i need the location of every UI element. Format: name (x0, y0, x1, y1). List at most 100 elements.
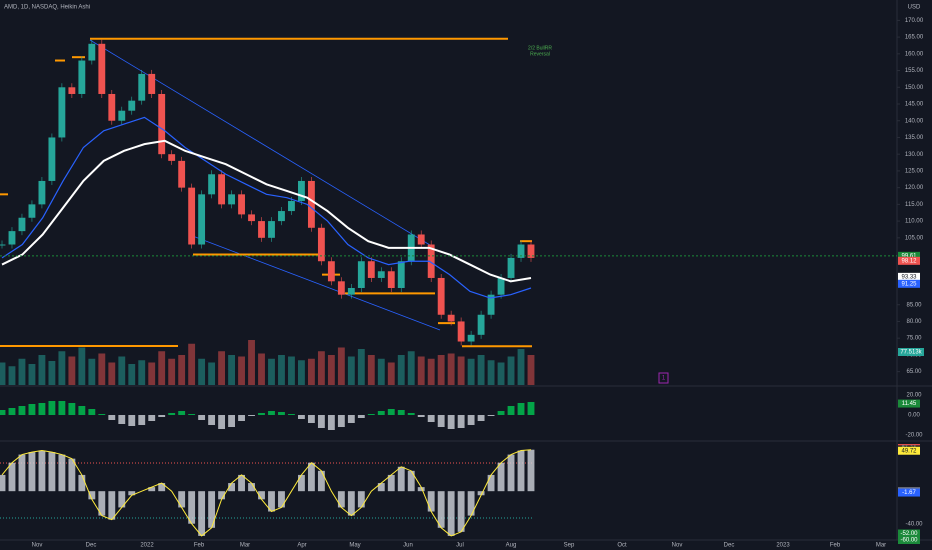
histogram-bar (288, 414, 295, 415)
x-tick-label: 2022 (140, 543, 154, 549)
y-tick-label: 75.00 (906, 336, 922, 342)
histogram-bar (407, 470, 415, 492)
volume-bar (98, 353, 106, 385)
volume-bar (387, 362, 395, 385)
currency: USD (908, 5, 921, 11)
volume-bar (337, 347, 345, 385)
marker[interactable]: 1 (662, 376, 666, 382)
histogram-bar (238, 415, 245, 421)
histogram-bar (298, 474, 305, 492)
histogram-bar (58, 401, 66, 415)
histogram-bar (427, 491, 435, 512)
histogram-bar (457, 415, 465, 428)
candle (48, 137, 56, 181)
x-tick-label: Feb (194, 543, 205, 549)
volume-bar (28, 364, 36, 385)
histogram-bar (88, 491, 96, 500)
histogram-bar (68, 403, 76, 415)
x-tick-label: Jun (403, 543, 413, 549)
candle (98, 43, 106, 94)
volume-bar (8, 366, 16, 385)
histogram-bar (228, 483, 235, 492)
volume-bar (58, 351, 66, 385)
histogram-bar (168, 413, 176, 415)
histogram-bar (18, 406, 26, 415)
histogram-bar (148, 415, 156, 421)
volume-bar (88, 358, 96, 385)
marker-box[interactable] (658, 372, 669, 384)
histogram-bar (58, 454, 66, 492)
histogram-bar (487, 474, 495, 492)
histogram-bar (48, 401, 56, 415)
value-tag (898, 446, 920, 455)
volume-bar (457, 356, 465, 385)
value-tag-label: 49.72 (901, 448, 917, 454)
value-tag-label: -60.00 (900, 538, 918, 544)
volume-bar (467, 358, 475, 385)
histogram-bar (0, 474, 6, 492)
value-tag-label: 11.45 (902, 401, 917, 407)
candle (307, 180, 315, 228)
volume-bar (228, 355, 235, 385)
volume-bar (78, 347, 86, 385)
candle (198, 194, 206, 245)
candle (238, 194, 245, 215)
histogram-bar (467, 415, 475, 425)
histogram-bar (457, 491, 465, 532)
histogram-bar (327, 415, 335, 430)
histogram-bar (0, 410, 6, 415)
histogram-bar (517, 450, 525, 492)
histogram-bar (218, 491, 226, 500)
histogram-bar (78, 406, 86, 415)
histogram-bar (477, 415, 485, 421)
candle (517, 244, 525, 258)
histogram-bar (507, 406, 515, 415)
value-tag (898, 529, 920, 538)
histogram-bar (317, 470, 325, 492)
histogram-bar (228, 415, 235, 427)
histogram-bar (108, 415, 116, 420)
volume-bar (178, 355, 186, 385)
histogram-bar (208, 415, 216, 425)
volume-bar (278, 355, 285, 385)
moving-average (1, 116, 532, 299)
y-tick-label: 125.00 (905, 168, 924, 174)
volume-bar (148, 362, 156, 385)
histogram-bar (407, 413, 415, 415)
candle (447, 314, 455, 322)
candle (188, 187, 196, 245)
annotation: Reversal (530, 51, 550, 57)
candle (417, 234, 425, 245)
histogram-bar (357, 415, 365, 418)
x-tick-label: Sep (564, 543, 575, 549)
y-tick-label: 80.00 (906, 319, 922, 325)
volume-bar (0, 362, 6, 385)
histogram-bar (447, 415, 455, 429)
histogram-bar (188, 491, 196, 524)
x-tick-label: Mar (876, 543, 886, 549)
histogram-bar (128, 491, 136, 496)
histogram-bar (118, 491, 126, 508)
volume-bar (198, 358, 206, 385)
histogram-bar (218, 415, 226, 429)
price-tag-label: 98.12 (901, 258, 917, 264)
histogram-bar (128, 415, 136, 426)
volume-bar (507, 356, 515, 385)
histogram-bar (38, 403, 46, 415)
candle (138, 73, 146, 101)
histogram-bar (88, 409, 96, 415)
candle (268, 221, 275, 238)
y-tick-label: 130.00 (905, 152, 924, 158)
volume-bar (218, 351, 226, 385)
channel-line (89, 39, 431, 246)
candle (487, 294, 495, 315)
histogram-bar (48, 452, 56, 492)
value-tag (898, 488, 920, 497)
x-tick-label: Oct (617, 543, 627, 549)
histogram-bar (38, 450, 46, 492)
price-tag-label: 93.33 (901, 274, 917, 280)
volume-bar (487, 360, 495, 385)
histogram-bar (517, 403, 525, 415)
y-tick-label: 20.00 (906, 393, 922, 399)
